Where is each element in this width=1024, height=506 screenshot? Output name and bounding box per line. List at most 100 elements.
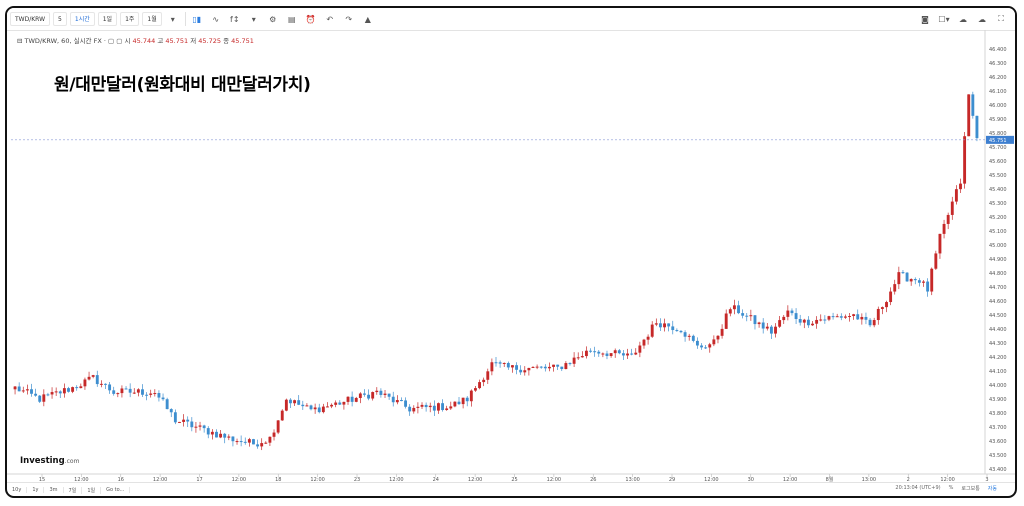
candle-body xyxy=(950,201,954,215)
candle-body xyxy=(305,405,309,407)
candle-body xyxy=(885,302,888,308)
candle-body xyxy=(543,366,547,369)
fullscreen-icon[interactable]: ⛶ xyxy=(998,14,1004,23)
x-tick-label: 8월 xyxy=(826,476,834,482)
draw-icon[interactable]: ▲ xyxy=(364,14,371,24)
y-tick-label: 45.400 xyxy=(989,187,1007,193)
candle-body xyxy=(687,335,691,337)
camera-icon[interactable]: ◙ xyxy=(921,14,929,24)
chevron-down-icon[interactable]: ▾ xyxy=(170,14,175,24)
candle-body xyxy=(395,400,399,403)
candle-body xyxy=(173,412,177,423)
candle-body xyxy=(330,404,334,407)
candle-body xyxy=(280,410,284,421)
range-1y[interactable]: 1y xyxy=(27,487,45,493)
candle-body xyxy=(642,339,646,346)
candle-body xyxy=(284,399,288,411)
candle-body xyxy=(843,316,847,318)
y-tick-label: 45.500 xyxy=(989,173,1007,179)
candle-body xyxy=(260,443,264,447)
compare-icon[interactable]: f↕ xyxy=(230,14,240,24)
candle-body xyxy=(272,432,276,437)
collapse-icon[interactable]: ⊟ xyxy=(17,37,25,45)
candle-body xyxy=(630,353,634,355)
candle-body xyxy=(387,393,391,397)
interval-1d-button[interactable]: 1일 xyxy=(97,12,118,26)
candle-body xyxy=(120,388,124,394)
x-tick-label: 12:00 xyxy=(74,477,88,482)
indicators-icon[interactable]: ∿ xyxy=(212,14,220,24)
goto-date-button[interactable]: Go to... xyxy=(101,487,131,493)
candle-body xyxy=(815,319,819,324)
log-scale-button[interactable]: 로그보통 xyxy=(961,486,980,492)
x-tick-label: 12:00 xyxy=(783,477,797,482)
candle-body xyxy=(905,272,909,282)
y-tick-label: 45.000 xyxy=(989,243,1007,249)
candle-body xyxy=(617,350,621,354)
candle-body xyxy=(67,388,70,392)
candle-body xyxy=(934,253,938,269)
candle-body xyxy=(621,353,625,356)
gear-icon[interactable]: ⚙ xyxy=(269,14,277,24)
interval-1h-button[interactable]: 1시간 xyxy=(69,12,95,26)
y-tick-label: 44.600 xyxy=(989,299,1007,305)
alert-icon[interactable]: ⏰ xyxy=(305,14,316,24)
range-1d[interactable]: 1일 xyxy=(82,486,102,494)
candle-body xyxy=(695,340,699,346)
candle-body xyxy=(597,351,601,354)
candle-body xyxy=(724,313,728,329)
x-tick-label: 25 xyxy=(511,477,517,482)
candles-icon[interactable]: ▯▮ xyxy=(192,14,202,24)
chevron-down-icon[interactable]: ▾ xyxy=(251,14,256,24)
legend-high-label: 고 xyxy=(157,37,164,45)
layout-icon[interactable]: ☐▾ xyxy=(938,14,950,24)
cloud-load-icon[interactable]: ☁ xyxy=(978,14,986,24)
candle-body xyxy=(42,394,46,402)
cloud-save-icon[interactable]: ☁ xyxy=(959,14,967,24)
candle-body xyxy=(613,350,617,354)
interval-1m-button[interactable]: 1월 xyxy=(142,12,162,26)
candle-body xyxy=(256,444,260,447)
candle-body xyxy=(802,319,806,323)
candle-body xyxy=(453,401,457,407)
y-tick-label: 45.900 xyxy=(989,117,1007,123)
candle-body xyxy=(445,408,449,411)
interval-1w-button[interactable]: 1주 xyxy=(120,12,140,26)
candle-body xyxy=(502,362,506,364)
y-tick-label: 46.300 xyxy=(989,61,1007,67)
range-3m[interactable]: 3m xyxy=(44,487,64,493)
range-7d[interactable]: 7일 xyxy=(64,486,83,494)
candle-body xyxy=(354,397,358,402)
candle-body xyxy=(658,323,662,328)
candle-body xyxy=(954,189,958,202)
y-tick-label: 43.500 xyxy=(989,453,1007,459)
undo-icon[interactable]: ↶ xyxy=(326,14,334,24)
candle-body xyxy=(404,400,408,407)
candle-body xyxy=(128,388,132,393)
candle-body xyxy=(206,428,210,435)
percent-scale-button[interactable]: % xyxy=(948,485,954,491)
interval-5-button[interactable]: 5 xyxy=(53,12,67,26)
candle-body xyxy=(519,369,523,373)
y-tick-label: 44.700 xyxy=(989,285,1007,291)
candle-body xyxy=(309,405,313,410)
templates-icon[interactable]: ▤ xyxy=(287,14,296,24)
candle-body xyxy=(235,441,239,443)
candle-body xyxy=(190,421,194,428)
legend-low-value: 45.725 xyxy=(198,37,222,45)
range-10y[interactable]: 10y xyxy=(7,487,28,493)
y-tick-label: 43.400 xyxy=(989,467,1007,473)
candle-body xyxy=(87,376,91,380)
y-tick-label: 46.200 xyxy=(989,75,1007,81)
redo-icon[interactable]: ↷ xyxy=(345,14,353,24)
price-chart[interactable]: 46.400 46.300 46.200 46.100 46.000 45.900 45.8… xyxy=(7,8,1017,482)
candle-body xyxy=(671,326,675,331)
candle-body xyxy=(716,335,720,340)
candle-body xyxy=(461,397,465,405)
auto-scale-button[interactable]: 자동 xyxy=(987,486,997,492)
symbol-search-button[interactable]: TWD/KRW xyxy=(10,12,51,26)
candle-body xyxy=(720,328,724,336)
candle-body xyxy=(58,391,62,394)
candle-body xyxy=(243,441,247,443)
candle-body xyxy=(301,404,305,407)
